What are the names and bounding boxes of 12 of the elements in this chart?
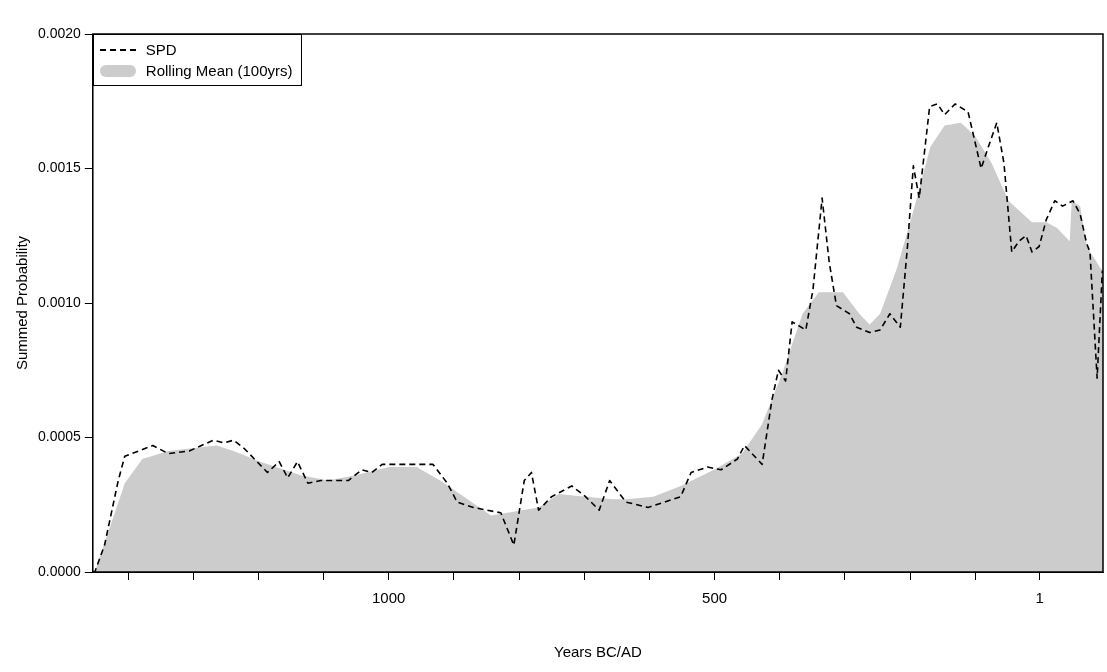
legend-label: Rolling Mean (100yrs) xyxy=(145,62,293,79)
x-tick-label: 1000 xyxy=(372,589,406,607)
y-tick-label: 0.0000 xyxy=(37,562,82,579)
y-tick-label: 0.0010 xyxy=(37,293,82,310)
x-axis-title: Years BC/AD xyxy=(554,643,642,661)
y-tick-label: 0.0020 xyxy=(37,24,82,41)
legend-label: SPD xyxy=(145,41,177,58)
x-tick-label: 1 xyxy=(1035,589,1044,607)
y-axis-title: Summed Probability xyxy=(13,235,31,371)
x-tick-label: 500 xyxy=(702,589,728,607)
y-tick-label: 0.0005 xyxy=(37,428,82,445)
y-tick-label: 0.0015 xyxy=(37,159,82,176)
